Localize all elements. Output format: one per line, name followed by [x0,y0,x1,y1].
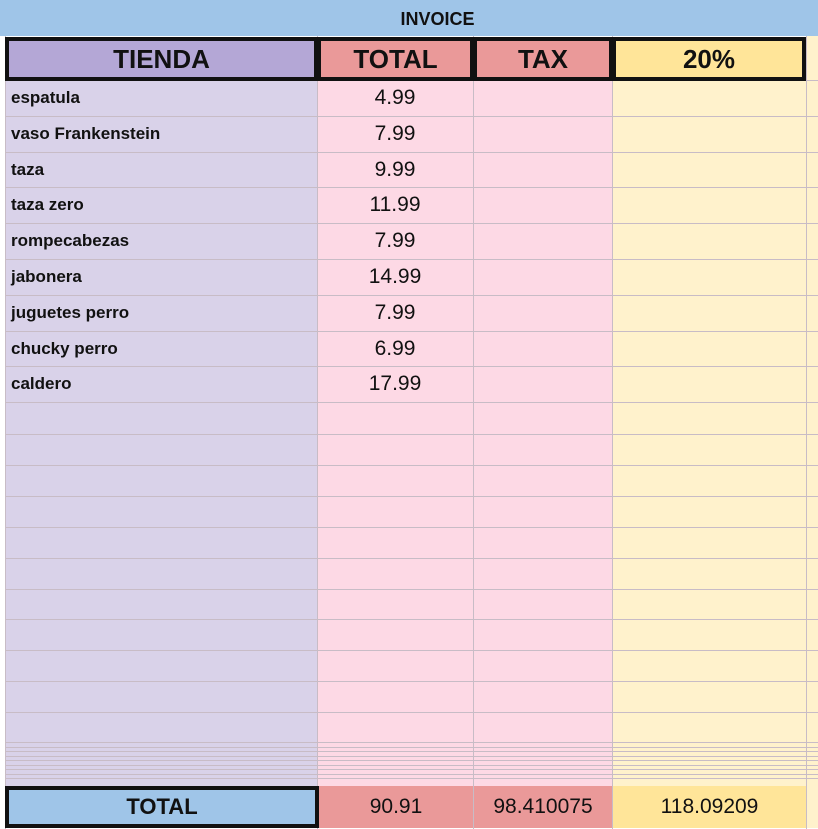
total-sum: 90.91 [319,786,473,828]
item-total: 9.99 [374,157,416,181]
grid-line [317,36,318,829]
title-bar [0,0,818,36]
grid-line [5,742,818,743]
grid-line [5,764,818,766]
grid-line [5,773,818,775]
item-name: juguetes perro [11,302,130,322]
grid-line [5,151,818,153]
grid-line [5,366,818,368]
grid-line [5,751,818,752]
column-bg [806,80,818,786]
grid-line [5,434,818,435]
item-name: vaso Frankenstein [11,123,161,143]
grid-line [5,187,818,189]
column-header: TIENDA [5,37,318,81]
item-name: jabonera [11,267,82,286]
item-total: 7.99 [374,121,416,145]
item-total: 17.99 [368,372,422,396]
grid-line [5,746,818,748]
column-header: TAX [473,37,613,81]
grid-line [5,294,818,296]
item-name: taza [11,159,45,179]
grid-line [5,588,818,590]
grid-line [5,619,818,621]
grid-line [5,681,818,683]
grid-line [5,769,818,770]
column-header: 20% [612,37,806,81]
item-total: 7.99 [374,229,416,253]
item-name: taza zero [11,195,84,215]
column-bg [5,80,317,786]
total-extra [807,786,818,828]
column-bg [317,80,473,786]
grid-line [5,223,818,225]
grid-line [5,464,818,466]
total-percent: 118.09209 [613,786,806,828]
title: INVOICE [400,8,475,29]
item-total: 4.99 [374,86,416,109]
grid-line [806,36,807,829]
item-total: 14.99 [368,265,422,288]
grid-line [5,778,818,779]
grid-line [5,760,818,761]
grid-line [5,402,818,404]
grid-line [5,330,818,332]
item-name: rompecabezas [11,231,130,251]
grid-line [5,755,818,757]
column-bg [473,80,612,786]
item-total: 7.99 [374,300,416,324]
grid-line [5,259,818,260]
item-total: 6.99 [374,336,416,360]
total-label: TOTAL [5,786,319,828]
grid-line [5,115,818,117]
left-margin [0,36,5,829]
grid-line [5,495,818,497]
item-name: espatula [11,88,80,107]
item-total: 11.99 [369,193,421,217]
grid-line [473,36,474,829]
grid-line [5,526,818,528]
grid-line [5,650,818,652]
total-tax: 98.410075 [474,786,612,828]
grid-line [5,557,818,559]
right-header-bg [806,36,818,80]
item-name: caldero [11,374,72,394]
grid-line [5,36,6,829]
item-name: chucky perro [11,338,118,358]
column-header: TOTAL [317,37,474,81]
grid-line [5,712,818,714]
grid-line [612,36,613,829]
column-bg [612,80,806,786]
